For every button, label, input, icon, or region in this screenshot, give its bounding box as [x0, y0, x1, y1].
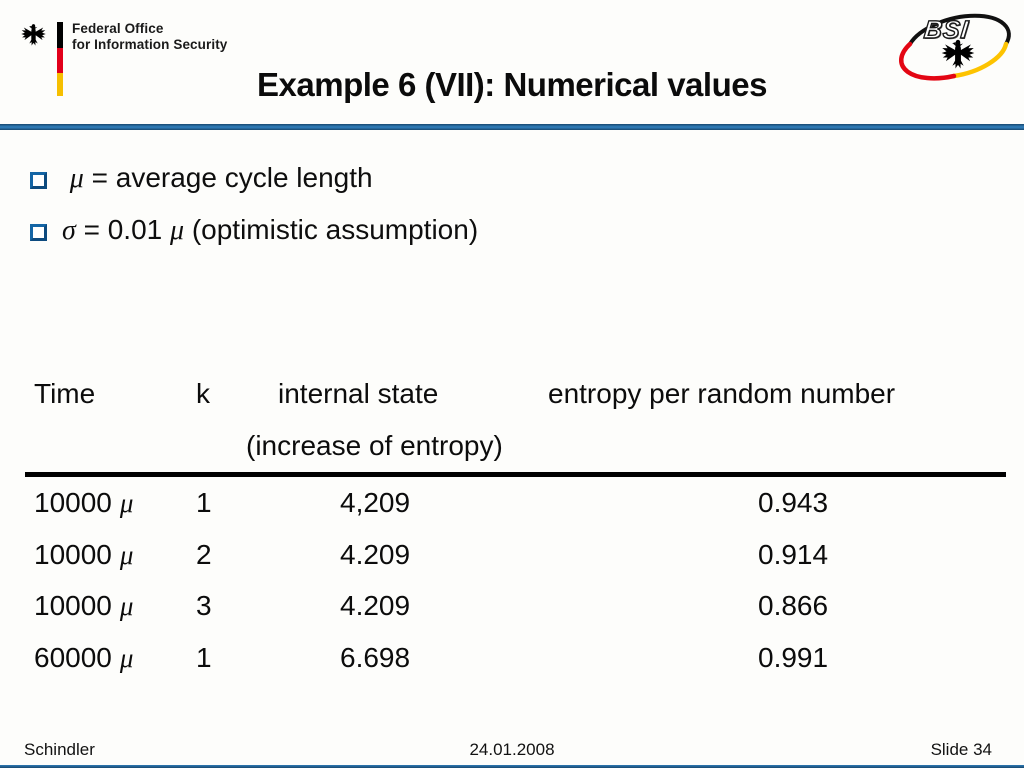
cell-k: 3 [196, 590, 212, 621]
cell-time: 60000 μ [34, 642, 134, 673]
cell-state: 6.698 [340, 642, 411, 673]
federal-eagle-icon [21, 24, 46, 46]
bsi-swirl-icon [899, 13, 1011, 81]
cell-state: 4.209 [340, 590, 411, 621]
slide-title: Example 6 (VII): Numerical values [257, 66, 767, 103]
cell-k: 1 [196, 487, 212, 518]
col-header-state: internal state [278, 378, 439, 409]
bullet-item-mu: μ = average cycle length [30, 162, 373, 195]
table-header-rule [25, 472, 1006, 477]
german-flag-stripe-icon [57, 22, 63, 96]
col-header-entropy: entropy per random number [548, 378, 896, 409]
bsi-logo-label: BSI [922, 15, 971, 44]
col-header-k: k [196, 378, 210, 409]
col-header-state-sub: (increase of entropy) [246, 430, 503, 461]
square-bullet-icon [30, 172, 47, 189]
cell-time: 10000 μ [34, 590, 134, 621]
bullet-text: μ = average cycle length [69, 162, 373, 194]
bullet-item-sigma: σ = 0.01 μ (optimistic assumption) [30, 214, 478, 247]
footer-date: 24.01.2008 [469, 740, 555, 759]
cell-entropy: 0.866 [758, 590, 829, 621]
cell-k: 1 [196, 642, 212, 673]
bullet-text: σ = 0.01 μ (optimistic assumption) [62, 214, 479, 246]
federal-office-name-line1: Federal Office [72, 21, 164, 36]
cell-time: 10000 μ [34, 539, 134, 570]
bottom-edge-rule [0, 765, 1024, 768]
cell-k: 2 [196, 539, 212, 570]
federal-office-logo: Federal Office for Information Security [18, 14, 278, 109]
bsi-logo: BSI [898, 10, 1016, 84]
col-header-time: Time [34, 378, 96, 409]
square-bullet-icon [30, 224, 47, 241]
title-divider-rule [0, 124, 1024, 130]
federal-office-name-line2: for Information Security [72, 36, 228, 52]
cell-entropy: 0.991 [758, 642, 829, 673]
footer-author: Schindler [24, 740, 95, 759]
cell-time: 10000 μ [34, 487, 134, 518]
footer-slide-number: Slide 34 [930, 740, 992, 759]
cell-entropy: 0.914 [758, 539, 829, 570]
federal-office-name: Federal Office for Information Security [72, 21, 227, 52]
cell-state: 4,209 [340, 487, 411, 518]
cell-entropy: 0.943 [758, 487, 829, 518]
cell-state: 4.209 [340, 539, 411, 570]
